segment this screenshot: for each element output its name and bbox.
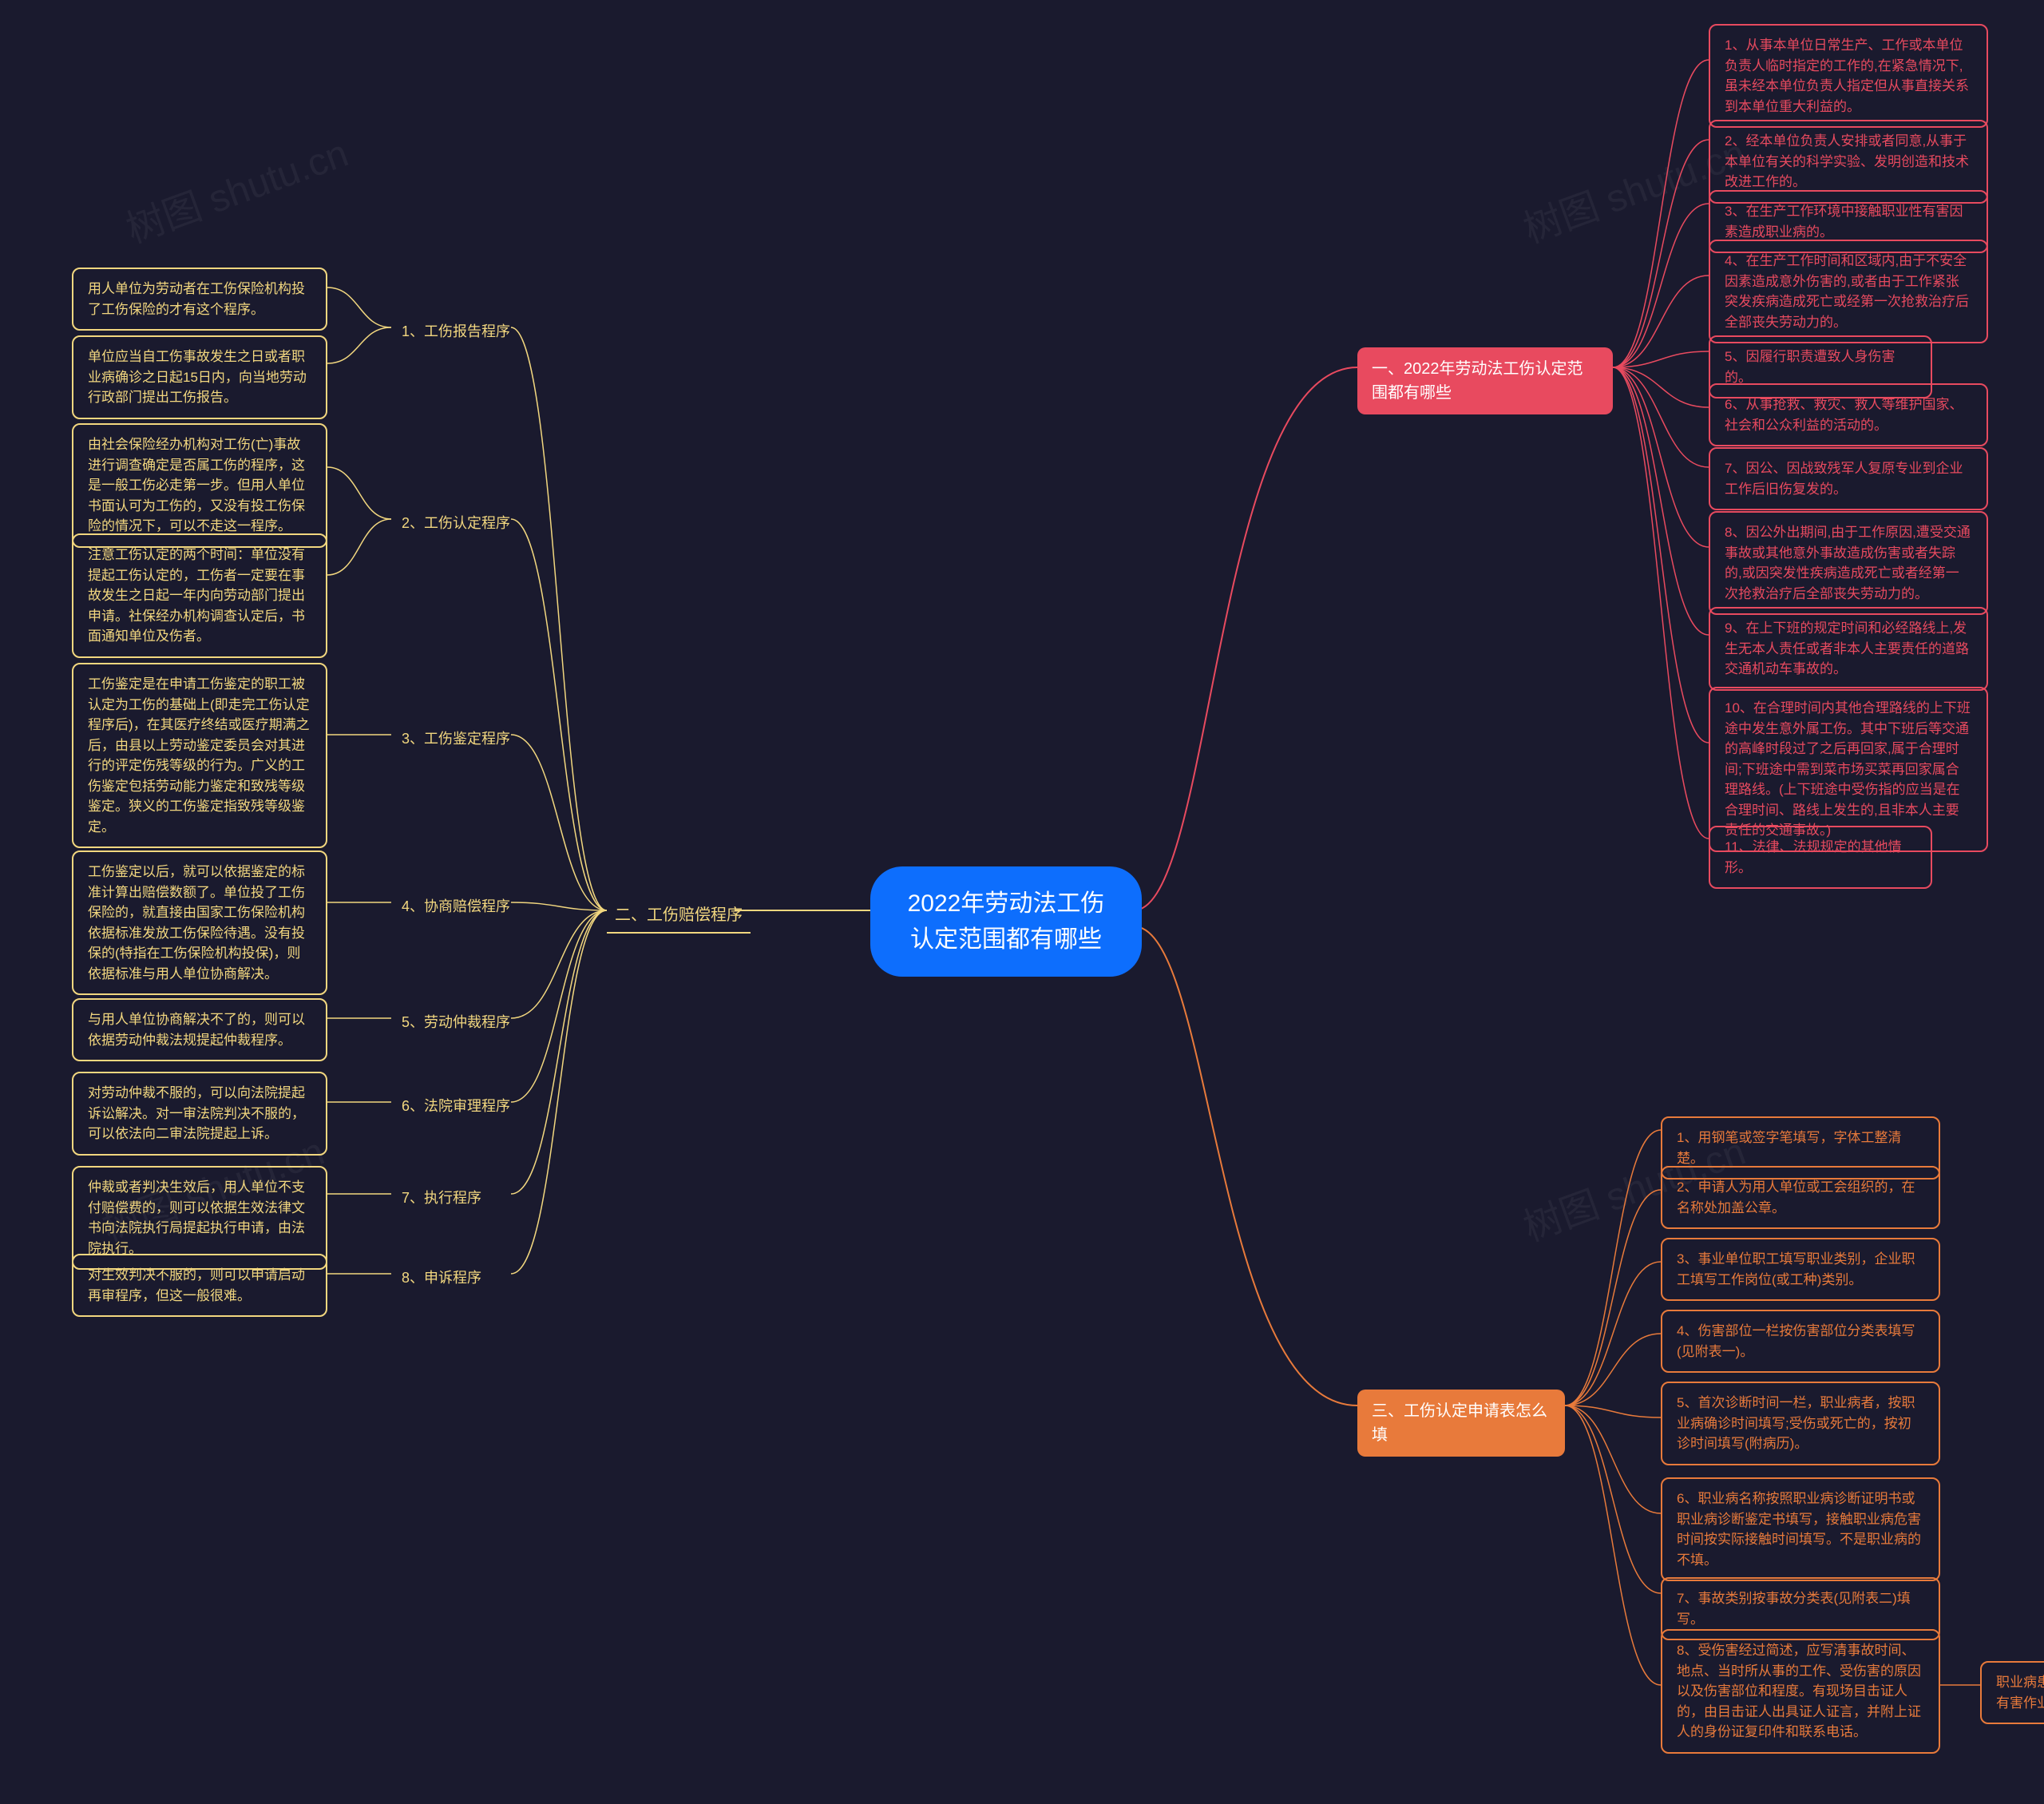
- branch2-detail: 对劳动仲裁不服的，可以向法院提起诉讼解决。对一审法院判决不服的，可以依法向二审法…: [72, 1072, 327, 1156]
- branch2-sub: 5、劳动仲裁程序: [395, 1009, 517, 1037]
- branch3-extra: 职业病患者应写清在何单位从事何种有害作业，起止时间，确诊结果。: [1980, 1661, 2044, 1724]
- branch2-sub: 8、申诉程序: [395, 1264, 488, 1292]
- branch1-item: 9、在上下班的规定时间和必经路线上,发生无本人责任或者非本人主要责任的道路交通机…: [1709, 607, 1988, 691]
- branch2-detail: 工伤鉴定以后，就可以依据鉴定的标准计算出赔偿数额了。单位投了工伤保险的，就直接由…: [72, 850, 327, 995]
- branch2-detail: 对生效判决不服的，则可以申请启动再审程序，但这一般很难。: [72, 1254, 327, 1317]
- branch2-detail: 用人单位为劳动者在工伤保险机构投了工伤保险的才有这个程序。: [72, 268, 327, 331]
- branch1-node: 一、2022年劳动法工伤认定范围都有哪些: [1357, 347, 1613, 414]
- branch2-detail: 单位应当自工伤事故发生之日或者职业病确诊之日起15日内，向当地劳动行政部门提出工…: [72, 335, 327, 419]
- branch2-detail: 由社会保险经办机构对工伤(亡)事故进行调查确定是否属工伤的程序，这是一般工伤必走…: [72, 423, 327, 548]
- branch3-item: 8、受伤害经过简述，应写清事故时间、地点、当时所从事的工作、受伤害的原因以及伤害…: [1661, 1629, 1940, 1754]
- branch1-item: 1、从事本单位日常生产、工作或本单位负责人临时指定的工作的,在紧急情况下,虽未经…: [1709, 24, 1988, 128]
- branch3-item: 5、首次诊断时间一栏，职业病者，按职业病确诊时间填写;受伤或死亡的，按初诊时间填…: [1661, 1382, 1940, 1465]
- branch1-item: 8、因公外出期间,由于工作原因,遭受交通事故或其他意外事故造成伤害或者失踪的,或…: [1709, 511, 1988, 615]
- branch1-item: 11、法律、法规规定的其他情形。: [1709, 826, 1932, 889]
- watermark: 树图 shutu.cn: [117, 121, 355, 253]
- branch3-item: 3、事业单位职工填写职业类别，企业职工填写工作岗位(或工种)类别。: [1661, 1238, 1940, 1301]
- branch2-sub: 4、协商赔偿程序: [395, 893, 517, 921]
- branch2-detail: 工伤鉴定是在申请工伤鉴定的职工被认定为工伤的基础上(即走完工伤认定程序后)，在其…: [72, 663, 327, 848]
- branch3-item: 4、伤害部位一栏按伤害部位分类表填写(见附表一)。: [1661, 1310, 1940, 1373]
- branch2-detail: 注意工伤认定的两个时间：单位没有提起工伤认定的，工伤者一定要在事故发生之日起一年…: [72, 533, 327, 658]
- branch1-item: 4、在生产工作时间和区域内,由于不安全因素造成意外伤害的,或者由于工作紧张突发疾…: [1709, 240, 1988, 343]
- branch1-item: 6、从事抢救、救灾、救人等维护国家、社会和公众利益的活动的。: [1709, 383, 1988, 446]
- branch2-sub: 3、工伤鉴定程序: [395, 725, 517, 753]
- branch3-node: 三、工伤认定申请表怎么填: [1357, 1390, 1565, 1457]
- branch2-sub: 2、工伤认定程序: [395, 509, 517, 537]
- branch1-item: 7、因公、因战致残军人复原专业到企业工作后旧伤复发的。: [1709, 447, 1988, 510]
- branch3-item: 6、职业病名称按照职业病诊断证明书或职业病诊断鉴定书填写，接触职业病危害时间按实…: [1661, 1477, 1940, 1581]
- branch2-sub: 1、工伤报告程序: [395, 318, 517, 346]
- branch3-item: 2、申请人为用人单位或工会组织的，在名称处加盖公章。: [1661, 1166, 1940, 1229]
- branch2-node: 二、工伤赔偿程序: [607, 898, 751, 934]
- branch2-detail: 与用人单位协商解决不了的，则可以依据劳动仲裁法规提起仲裁程序。: [72, 998, 327, 1061]
- branch2-sub: 7、执行程序: [395, 1184, 488, 1212]
- root-node: 2022年劳动法工伤认定范围都有哪些: [870, 866, 1142, 977]
- branch2-sub: 6、法院审理程序: [395, 1092, 517, 1120]
